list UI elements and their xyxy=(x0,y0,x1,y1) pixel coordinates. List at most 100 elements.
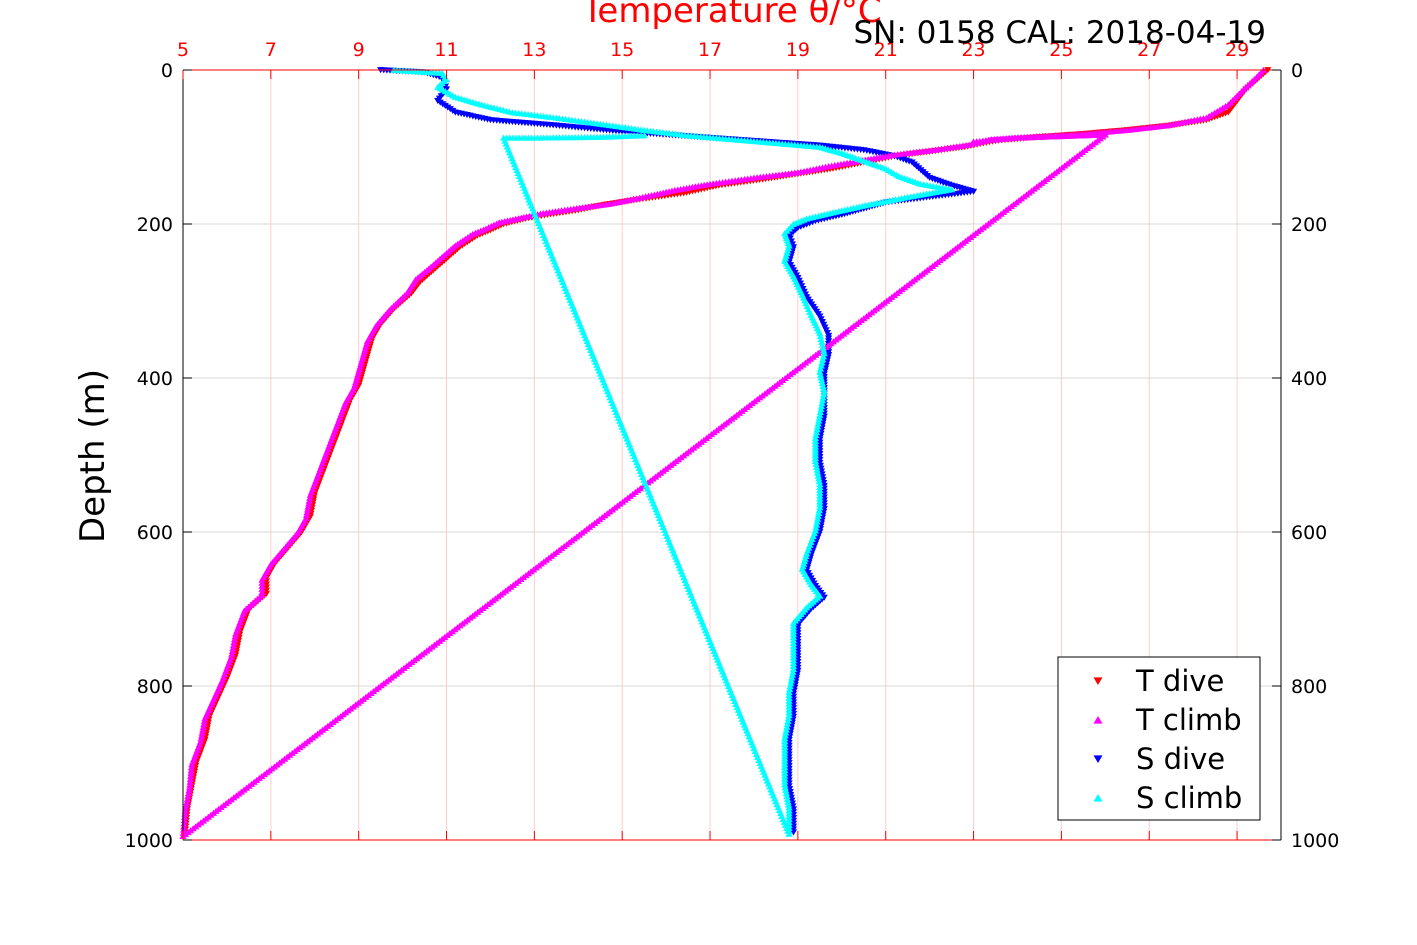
data-point xyxy=(305,500,313,507)
data-point xyxy=(179,826,188,833)
x-tick-label-29: 29 xyxy=(1225,39,1249,61)
data-point xyxy=(818,400,826,407)
data-point xyxy=(230,639,238,646)
data-point xyxy=(814,472,822,479)
data-point xyxy=(228,647,237,654)
data-point xyxy=(812,521,821,528)
data-point xyxy=(782,729,790,736)
x-tick-label-13: 13 xyxy=(522,39,546,61)
data-point xyxy=(789,829,798,836)
data-point xyxy=(258,585,266,592)
data-point xyxy=(820,388,828,395)
data-point xyxy=(258,579,266,586)
y-tick-label-left-800: 800 xyxy=(137,676,173,698)
data-point xyxy=(815,507,823,514)
data-point xyxy=(784,801,793,808)
data-point xyxy=(819,382,827,390)
data-point xyxy=(813,466,821,473)
y-tick-label-left-1000: 1000 xyxy=(125,830,173,852)
data-point xyxy=(783,795,792,802)
data-point xyxy=(818,397,827,404)
data-point xyxy=(182,804,190,811)
data-point xyxy=(789,668,797,675)
data-point xyxy=(228,650,236,657)
data-point xyxy=(819,344,827,351)
data-point xyxy=(817,374,825,381)
data-point xyxy=(231,636,239,643)
data-point xyxy=(187,767,195,774)
series-s-dive xyxy=(377,67,978,836)
data-point xyxy=(306,491,314,498)
data-point xyxy=(782,726,790,733)
y-tick-label-left-600: 600 xyxy=(137,522,173,544)
data-point xyxy=(200,720,208,727)
x-tick-label-9: 9 xyxy=(353,39,365,61)
data-point xyxy=(302,512,311,519)
legend-label-0: T dive xyxy=(1135,664,1224,698)
data-point xyxy=(199,723,207,730)
data-point xyxy=(815,478,823,485)
y-tick-label-right-400: 400 xyxy=(1291,368,1327,390)
legend-marker-1 xyxy=(1093,715,1103,724)
data-point xyxy=(185,784,194,791)
data-point xyxy=(811,457,820,465)
legend: T dive T climb S dive S climb xyxy=(1057,656,1261,821)
data-point xyxy=(819,353,828,360)
data-point xyxy=(812,463,821,470)
data-point xyxy=(788,674,796,681)
data-point xyxy=(818,341,826,348)
data-point xyxy=(186,781,194,788)
data-point xyxy=(817,405,825,413)
series-s-climb xyxy=(390,66,956,837)
legend-label-3: S climb xyxy=(1136,781,1242,815)
data-point xyxy=(818,338,826,345)
x-axis-title: Temperature θ/°C xyxy=(581,0,881,31)
data-point xyxy=(814,512,822,519)
data-point xyxy=(817,362,825,369)
data-series xyxy=(179,66,1272,840)
data-point xyxy=(232,630,240,637)
data-point xyxy=(816,411,824,418)
data-point xyxy=(199,726,207,733)
data-point xyxy=(786,683,794,690)
legend-marker-2 xyxy=(1093,755,1103,764)
tick-labels: 5 7 9 11 13 15 17 19 21 23 25 27 29 0 0 200 200 400 400 600… xyxy=(125,39,1340,852)
data-point xyxy=(258,582,266,589)
data-point xyxy=(784,717,792,724)
data-point xyxy=(815,509,823,517)
data-point xyxy=(787,680,795,687)
data-point xyxy=(789,665,798,672)
data-point xyxy=(229,641,238,649)
data-point xyxy=(787,677,795,684)
y-tick-label-right-1000: 1000 xyxy=(1291,830,1339,852)
x-tick-label-23: 23 xyxy=(961,39,985,61)
data-point xyxy=(818,377,826,384)
data-point xyxy=(788,671,796,678)
data-point xyxy=(306,494,314,501)
data-point xyxy=(229,644,237,651)
data-point xyxy=(812,524,820,531)
data-point xyxy=(815,475,823,482)
data-point xyxy=(812,460,820,467)
data-point xyxy=(262,581,271,588)
chart-subtitle: SN: 0158 CAL: 2018-04-19 xyxy=(854,15,1267,51)
data-point xyxy=(820,347,828,354)
data-point xyxy=(817,335,825,342)
y-tick-label-right-600: 600 xyxy=(1291,522,1327,544)
data-point xyxy=(262,587,271,594)
data-point xyxy=(180,820,188,827)
data-point xyxy=(258,588,266,595)
data-point xyxy=(781,784,789,791)
data-point xyxy=(180,823,188,830)
data-point xyxy=(262,584,271,591)
data-point xyxy=(781,781,789,788)
data-point xyxy=(185,787,193,794)
data-point xyxy=(818,359,826,366)
data-point xyxy=(197,735,205,742)
x-tick-label-27: 27 xyxy=(1137,39,1161,61)
x-tick-label-15: 15 xyxy=(610,39,634,61)
data-point xyxy=(786,686,794,693)
x-tick-label-25: 25 xyxy=(1049,39,1073,61)
x-tick-label-7: 7 xyxy=(265,39,277,61)
x-tick-label-17: 17 xyxy=(698,39,722,61)
